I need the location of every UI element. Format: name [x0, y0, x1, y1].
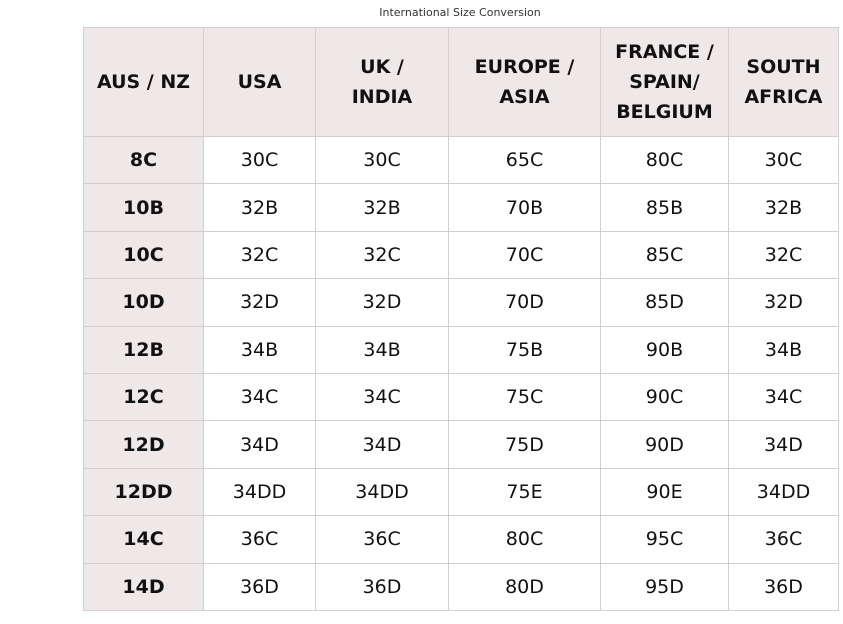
table-cell: 75C — [448, 372, 601, 422]
table-cell: 75E — [448, 467, 601, 517]
table-cell: 95C — [600, 515, 729, 564]
column-header: FRANCE / SPAIN/BELGIUM — [600, 27, 729, 137]
table-cell: 32D — [315, 278, 449, 327]
row-header-cell: 12D — [83, 420, 204, 469]
table-row: 12C 34C 34C 75C 90C 34C — [83, 372, 839, 422]
table-cell: 30C — [728, 135, 839, 185]
table-cell: 32B — [315, 183, 449, 232]
table-cell: 36C — [203, 515, 316, 564]
table-cell: 32D — [203, 278, 316, 327]
table-cell: 34C — [203, 372, 316, 422]
table-cell: 85D — [600, 278, 729, 327]
table-cell: 32B — [728, 183, 839, 232]
table-cell: 36D — [728, 562, 839, 611]
row-header-cell: 14C — [83, 515, 204, 564]
row-header-cell: 8C — [83, 135, 204, 185]
table-cell: 80D — [448, 562, 601, 611]
table-cell: 85B — [600, 183, 729, 232]
table-cell: 34B — [728, 325, 839, 374]
table-cell: 34D — [315, 420, 449, 469]
table-row: 8C 30C 30C 65C 80C 30C — [83, 135, 839, 185]
column-header: EUROPE / ASIA — [448, 27, 601, 137]
table-row: 14C 36C 36C 80C 95C 36C — [83, 515, 839, 564]
table-cell: 70D — [448, 278, 601, 327]
table-cell: 95D — [600, 562, 729, 611]
table-cell: 36C — [315, 515, 449, 564]
table-cell: 32C — [203, 230, 316, 280]
table-caption: International Size Conversion — [379, 6, 541, 19]
table-cell: 36C — [728, 515, 839, 564]
table-cell: 36D — [203, 562, 316, 611]
row-header-cell: 12DD — [83, 467, 204, 517]
table-cell: 34DD — [728, 467, 839, 517]
table-cell: 90C — [600, 372, 729, 422]
table-row: 12B 34B 34B 75B 90B 34B — [83, 325, 839, 374]
row-header-cell: 10D — [83, 278, 204, 327]
table-cell: 32B — [203, 183, 316, 232]
row-header-cell: 14D — [83, 562, 204, 611]
table-cell: 70B — [448, 183, 601, 232]
table-row: 14D 36D 36D 80D 95D 36D — [83, 562, 839, 611]
table-cell: 75B — [448, 325, 601, 374]
table-cell: 32C — [728, 230, 839, 280]
size-conversion-table: AUS / NZ USA UK / INDIA EUROPE / ASIA FRANCE /… — [83, 27, 839, 611]
column-header: AUS / NZ — [83, 27, 204, 137]
table-row: 12D 34D 34D 75D 90D 34D — [83, 420, 839, 469]
row-header-cell: 12C — [83, 372, 204, 422]
table-row: 10D 32D 32D 70D 85D 32D — [83, 278, 839, 327]
table-cell: 34D — [203, 420, 316, 469]
table-cell: 34DD — [203, 467, 316, 517]
table-cell: 34B — [315, 325, 449, 374]
column-header: SOUTH AFRICA — [728, 27, 839, 137]
table-cell: 32C — [315, 230, 449, 280]
column-header: USA — [203, 27, 316, 137]
table-cell: 34D — [728, 420, 839, 469]
table-row: 10C 32C 32C 70C 85C 32C — [83, 230, 839, 280]
table-cell: 90E — [600, 467, 729, 517]
table-cell: 36D — [315, 562, 449, 611]
table-cell: 34DD — [315, 467, 449, 517]
table-cell: 80C — [600, 135, 729, 185]
table-row: 10B 32B 32B 70B 85B 32B — [83, 183, 839, 232]
table-row: 12DD 34DD 34DD 75E 90E 34DD — [83, 467, 839, 517]
table-cell: 30C — [203, 135, 316, 185]
table-cell: 32D — [728, 278, 839, 327]
table-cell: 90B — [600, 325, 729, 374]
table-cell: 30C — [315, 135, 449, 185]
table-cell: 85C — [600, 230, 729, 280]
table-cell: 34C — [315, 372, 449, 422]
row-header-cell: 10C — [83, 230, 204, 280]
column-header: UK / INDIA — [315, 27, 449, 137]
table-cell: 70C — [448, 230, 601, 280]
table-cell: 75D — [448, 420, 601, 469]
table-cell: 65C — [448, 135, 601, 185]
table-cell: 34B — [203, 325, 316, 374]
table-cell: 80C — [448, 515, 601, 564]
row-header-cell: 12B — [83, 325, 204, 374]
table-cell: 34C — [728, 372, 839, 422]
row-header-cell: 10B — [83, 183, 204, 232]
table-cell: 90D — [600, 420, 729, 469]
header-row: AUS / NZ USA UK / INDIA EUROPE / ASIA FRANCE /… — [83, 27, 839, 137]
